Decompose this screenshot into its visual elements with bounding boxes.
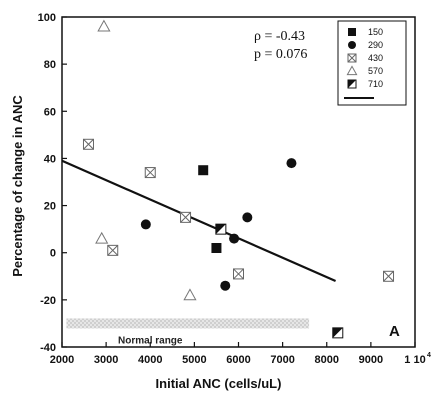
legend-label: 430 <box>368 53 383 63</box>
marker-square-half <box>332 327 344 339</box>
marker-circle-filled <box>140 219 151 230</box>
data-points <box>82 19 395 339</box>
marker-square-x <box>82 138 94 150</box>
legend: 150 290 430 570 710 <box>337 20 407 106</box>
x-tick-label: 6000 <box>226 354 250 366</box>
marker-square-x <box>233 268 244 280</box>
marker-triangle-open <box>97 19 111 32</box>
marker-circle <box>229 233 240 244</box>
x-tick-exponent: 4 <box>427 352 431 359</box>
marker-square-x <box>383 270 395 282</box>
marker-triangle-open <box>183 288 197 301</box>
x-tick-label: 8000 <box>315 354 339 366</box>
y-tick-label: 60 <box>44 106 56 118</box>
y-tick-label: 100 <box>38 12 56 24</box>
legend-label: 570 <box>368 66 383 76</box>
marker-fill <box>332 327 343 338</box>
marker-circle-filled <box>348 41 356 49</box>
x-tick-label: 9000 <box>359 354 383 366</box>
y-tick-label: 80 <box>44 59 56 71</box>
marker-circle <box>220 280 231 291</box>
y-tick-label: 40 <box>44 153 56 165</box>
marker-circle <box>286 158 297 169</box>
marker-square-filled <box>348 28 356 36</box>
marker-triangle <box>95 231 109 244</box>
normal-range-label: Normal range <box>118 335 183 346</box>
marker-square-filled <box>198 165 209 176</box>
marker-cross <box>83 138 94 150</box>
y-tick-label: 0 <box>50 248 56 260</box>
marker-triangle-open <box>346 65 358 76</box>
normal-range-band <box>66 318 310 329</box>
legend-label: 290 <box>368 40 383 50</box>
marker-triangle <box>97 19 111 32</box>
x-tick-label: 7000 <box>270 354 294 366</box>
p-value-annotation: p = 0.076 <box>254 47 307 62</box>
y-tick-label: -40 <box>40 342 56 354</box>
marker-square <box>211 243 222 253</box>
x-tick-label: 2000 <box>50 354 74 366</box>
marker-fill <box>348 80 356 88</box>
y-tick-label: 20 <box>44 201 56 213</box>
marker-cross <box>107 245 119 256</box>
marker-circle <box>140 219 151 230</box>
marker-cross <box>144 167 156 178</box>
marker-circle <box>242 212 253 223</box>
y-axis-title: Percentage of change in ANC <box>10 95 25 277</box>
marker-fill <box>215 224 226 235</box>
rho-annotation: ρ = -0.43 <box>254 29 305 44</box>
marker-cross <box>347 53 357 63</box>
fit-line <box>61 159 337 283</box>
marker-triangle <box>183 288 197 301</box>
marker-circle-filled <box>286 158 297 169</box>
x-tick-label: 3000 <box>94 354 118 366</box>
marker-cross <box>180 212 191 223</box>
marker-circle-filled <box>229 233 240 244</box>
y-axis: -40 -20 0 20 40 60 80 100 <box>38 12 67 354</box>
marker-square-x <box>107 244 119 256</box>
marker-square-half <box>215 223 227 235</box>
marker-circle-filled <box>242 212 253 223</box>
x-tick-label: 1 10 <box>404 354 425 366</box>
marker-square <box>198 165 209 176</box>
marker-square-x <box>347 53 357 63</box>
regression-line <box>61 159 337 283</box>
legend-label: 710 <box>368 79 383 89</box>
x-axis-title: Initial ANC (cells/uL) <box>156 376 282 391</box>
marker-square-x <box>144 167 156 179</box>
panel-label: A <box>389 323 400 340</box>
x-axis: 2000 3000 4000 5000 6000 7000 8000 9000 1 10 <box>50 342 426 366</box>
marker-square <box>348 28 356 36</box>
marker-cross <box>383 270 394 282</box>
normal-range-bar <box>66 318 310 329</box>
marker-square-filled <box>211 243 222 253</box>
marker-triangle-open <box>95 231 109 244</box>
x-tick-label: 4000 <box>138 354 162 366</box>
marker-circle-filled <box>220 280 231 291</box>
legend-label: 150 <box>368 27 383 37</box>
marker-square-x <box>180 211 192 223</box>
marker-square-half <box>347 79 357 89</box>
marker-cross <box>233 268 244 280</box>
x-tick-label: 5000 <box>182 354 206 366</box>
y-tick-label: -20 <box>40 295 56 307</box>
marker-triangle <box>346 65 358 76</box>
marker-circle <box>348 41 356 49</box>
